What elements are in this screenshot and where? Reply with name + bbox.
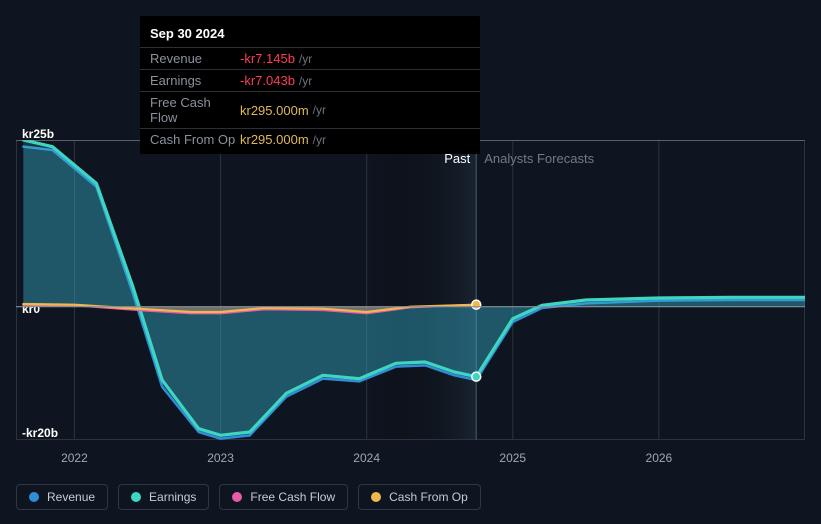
legend: Revenue Earnings Free Cash Flow Cash From O… [16, 484, 481, 510]
legend-pill[interactable]: Earnings [118, 484, 209, 510]
legend-dot [131, 492, 141, 502]
tooltip-row-unit: /yr [299, 52, 312, 66]
legend-dot [232, 492, 242, 502]
tooltip-row-unit: /yr [313, 133, 326, 147]
tooltip-row: Free Cash Flowkr295.000m/yr [140, 91, 480, 128]
legend-label: Free Cash Flow [250, 490, 335, 504]
x-tick: 2026 [646, 451, 673, 465]
tooltip-row: Earnings-kr7.043b/yr [140, 69, 480, 91]
x-tick: 2024 [353, 451, 380, 465]
tooltip-row-unit: /yr [313, 103, 326, 117]
tooltip-row: Revenue-kr7.145b/yr [140, 47, 480, 69]
tooltip-rows: Revenue-kr7.145b/yrEarnings-kr7.043b/yrF… [140, 47, 480, 150]
tooltip-row-value: kr295.000m [240, 103, 309, 118]
tooltip-row-label: Earnings [150, 73, 240, 88]
tooltip-row-label: Revenue [150, 51, 240, 66]
tooltip-row-label: Cash From Op [150, 132, 240, 147]
tooltip-row: Cash From Opkr295.000m/yr [140, 128, 480, 150]
chart-container: Sep 30 2024 Revenue-kr7.145b/yrEarnings-… [0, 0, 821, 524]
tooltip-row-value: kr295.000m [240, 132, 309, 147]
legend-dot [371, 492, 381, 502]
label-forecast: Analysts Forecasts [484, 151, 594, 166]
y-label-top: kr25b [22, 127, 54, 141]
legend-label: Cash From Op [389, 490, 468, 504]
chart-svg [16, 140, 805, 440]
legend-pill[interactable]: Revenue [16, 484, 108, 510]
x-tick: 2025 [499, 451, 526, 465]
legend-label: Revenue [47, 490, 95, 504]
legend-pill[interactable]: Cash From Op [358, 484, 481, 510]
legend-dot [29, 492, 39, 502]
legend-pill[interactable]: Free Cash Flow [219, 484, 348, 510]
tooltip-row-value: -kr7.043b [240, 73, 295, 88]
legend-label: Earnings [149, 490, 196, 504]
plot-area[interactable] [16, 140, 805, 440]
tooltip-row-label: Free Cash Flow [150, 95, 240, 125]
tooltip-date: Sep 30 2024 [140, 20, 480, 47]
tooltip-box: Sep 30 2024 Revenue-kr7.145b/yrEarnings-… [140, 16, 480, 154]
x-axis-labels: 2022 2023 2024 2025 2026 [16, 451, 805, 471]
chart-area: kr25b kr0 -kr20b Past Analysts Forecasts [16, 130, 805, 450]
x-tick: 2023 [207, 451, 234, 465]
tooltip-row-unit: /yr [299, 74, 312, 88]
x-tick: 2022 [61, 451, 88, 465]
tooltip-row-value: -kr7.145b [240, 51, 295, 66]
